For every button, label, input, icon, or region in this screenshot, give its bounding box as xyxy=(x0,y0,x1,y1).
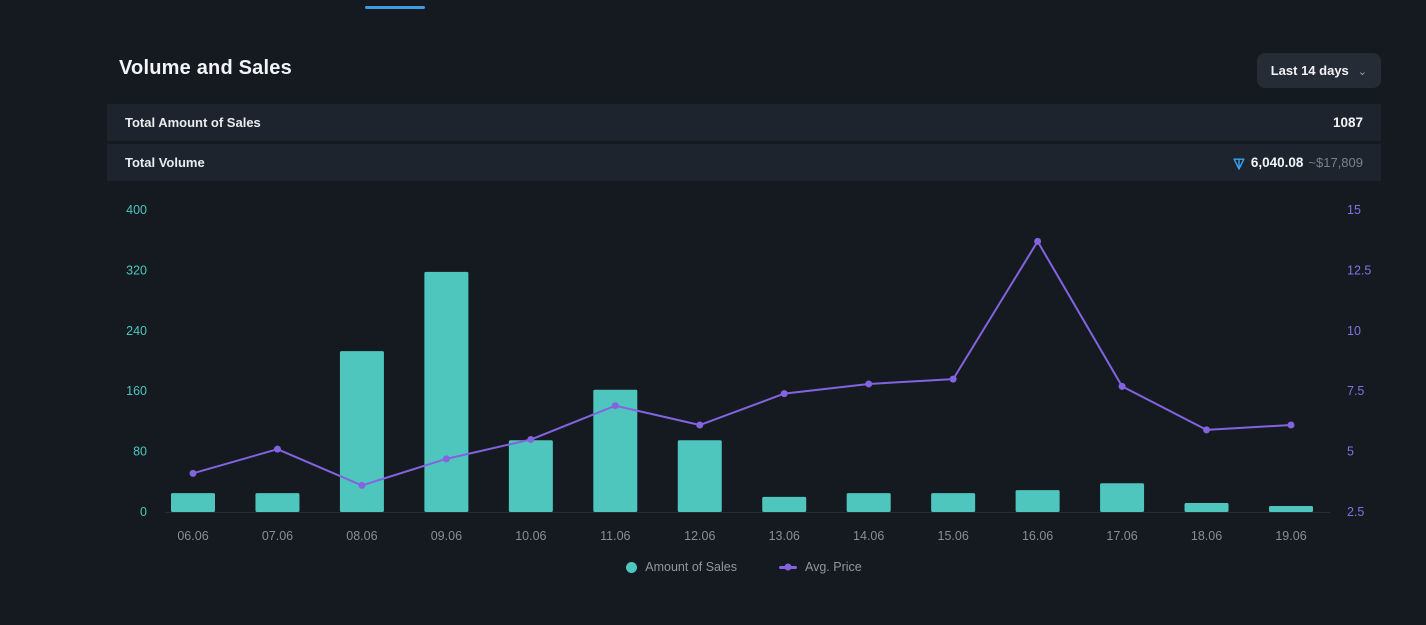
sales-bar[interactable] xyxy=(424,271,469,512)
legend-item-sales[interactable]: Amount of Sales xyxy=(626,560,737,574)
right-axis-tick: 5 xyxy=(1347,445,1354,459)
sales-bar[interactable] xyxy=(677,440,722,512)
chart-legend: Amount of Sales Avg. Price xyxy=(107,560,1381,574)
stat-value: 6,040.08 ~$17,809 xyxy=(1232,155,1363,170)
sales-bar[interactable] xyxy=(931,493,976,512)
sales-bar[interactable] xyxy=(762,496,807,512)
stat-row-total-volume: Total Volume 6,040.08 ~$17,809 xyxy=(107,144,1381,181)
sales-bar[interactable] xyxy=(1269,505,1313,512)
price-point[interactable] xyxy=(865,380,873,388)
price-point[interactable] xyxy=(189,469,197,477)
right-axis-tick: 10 xyxy=(1347,324,1361,338)
stat-value: 1087 xyxy=(1332,115,1363,130)
price-point[interactable] xyxy=(1034,237,1042,245)
x-axis-label: 18.06 xyxy=(1191,529,1222,543)
stats-section: Total Amount of Sales 1087 Total Volume … xyxy=(107,104,1381,184)
price-point[interactable] xyxy=(442,455,450,463)
x-axis-label: 19.06 xyxy=(1275,529,1306,543)
x-axis-label: 06.06 xyxy=(177,529,208,543)
left-axis-tick: 160 xyxy=(126,384,147,398)
left-axis-tick: 400 xyxy=(126,203,147,217)
volume-usd-value: ~$17,809 xyxy=(1308,155,1363,170)
x-axis-label: 15.06 xyxy=(938,529,969,543)
x-axis-label: 11.06 xyxy=(600,529,630,543)
date-range-selector[interactable]: Last 14 days ⌄ xyxy=(1256,53,1381,88)
price-point[interactable] xyxy=(696,421,704,429)
sales-legend-dot-icon xyxy=(626,561,638,573)
volume-sales-chart: 0 80 160 240 320 400 2.5 5 7.5 10 12.5 15 06.06 07.06… xyxy=(107,192,1381,553)
ton-icon xyxy=(1232,157,1246,171)
x-axis-label: 09.06 xyxy=(431,529,462,543)
price-point[interactable] xyxy=(1287,421,1295,429)
stat-label: Total Amount of Sales xyxy=(125,115,261,130)
left-axis-tick: 80 xyxy=(133,445,147,459)
x-axis-label: 16.06 xyxy=(1022,529,1053,543)
x-axis-label: 08.06 xyxy=(346,529,377,543)
active-tab-indicator xyxy=(365,6,425,9)
price-point[interactable] xyxy=(611,402,619,410)
volume-ton-value: 6,040.08 xyxy=(1250,155,1304,170)
price-point[interactable] xyxy=(527,436,535,444)
volume-sales-chart-svg: 0 80 160 240 320 400 2.5 5 7.5 10 12.5 15 06.06 07.06… xyxy=(126,203,1371,543)
sales-bar[interactable] xyxy=(255,493,300,512)
right-axis-tick: 7.5 xyxy=(1347,384,1364,398)
page-title: Volume and Sales xyxy=(119,57,292,79)
stat-row-total-sales: Total Amount of Sales 1087 xyxy=(107,104,1381,141)
date-range-label: Last 14 days xyxy=(1270,63,1349,78)
x-axis-label: 10.06 xyxy=(515,529,546,543)
x-axis-label: 13.06 xyxy=(769,529,800,543)
legend-label: Avg. Price xyxy=(804,560,862,574)
x-axis-label: 07.06 xyxy=(262,529,293,543)
left-axis-tick: 240 xyxy=(126,324,147,338)
sales-bar[interactable] xyxy=(846,493,891,512)
price-point[interactable] xyxy=(273,445,281,453)
chevron-down-icon: ⌄ xyxy=(1357,66,1367,78)
price-point[interactable] xyxy=(1118,382,1126,390)
right-axis-tick: 2.5 xyxy=(1347,505,1364,519)
sales-bar[interactable] xyxy=(593,389,638,512)
price-line xyxy=(192,240,1292,487)
sales-bar[interactable] xyxy=(171,493,215,512)
sales-bar[interactable] xyxy=(1015,490,1060,512)
stat-label: Total Volume xyxy=(125,155,205,170)
left-axis-tick: 0 xyxy=(140,505,147,519)
price-point[interactable] xyxy=(780,390,788,398)
legend-label: Amount of Sales xyxy=(645,560,737,574)
sales-bar[interactable] xyxy=(339,351,384,512)
right-axis-tick: 15 xyxy=(1347,203,1361,217)
price-point[interactable] xyxy=(358,481,366,489)
price-point[interactable] xyxy=(949,375,957,383)
legend-item-price[interactable]: Avg. Price xyxy=(778,560,862,574)
sales-bar[interactable] xyxy=(1184,502,1229,512)
x-axis-label: 14.06 xyxy=(853,529,884,543)
x-axis-label: 17.06 xyxy=(1106,529,1137,543)
sales-bar[interactable] xyxy=(1100,483,1145,512)
x-axis-label: 12.06 xyxy=(684,529,715,543)
right-axis-tick: 12.5 xyxy=(1347,263,1371,277)
price-point[interactable] xyxy=(1203,426,1211,434)
price-legend-line-icon xyxy=(778,565,797,569)
left-axis-tick: 320 xyxy=(126,263,147,277)
sales-bar[interactable] xyxy=(508,440,553,512)
